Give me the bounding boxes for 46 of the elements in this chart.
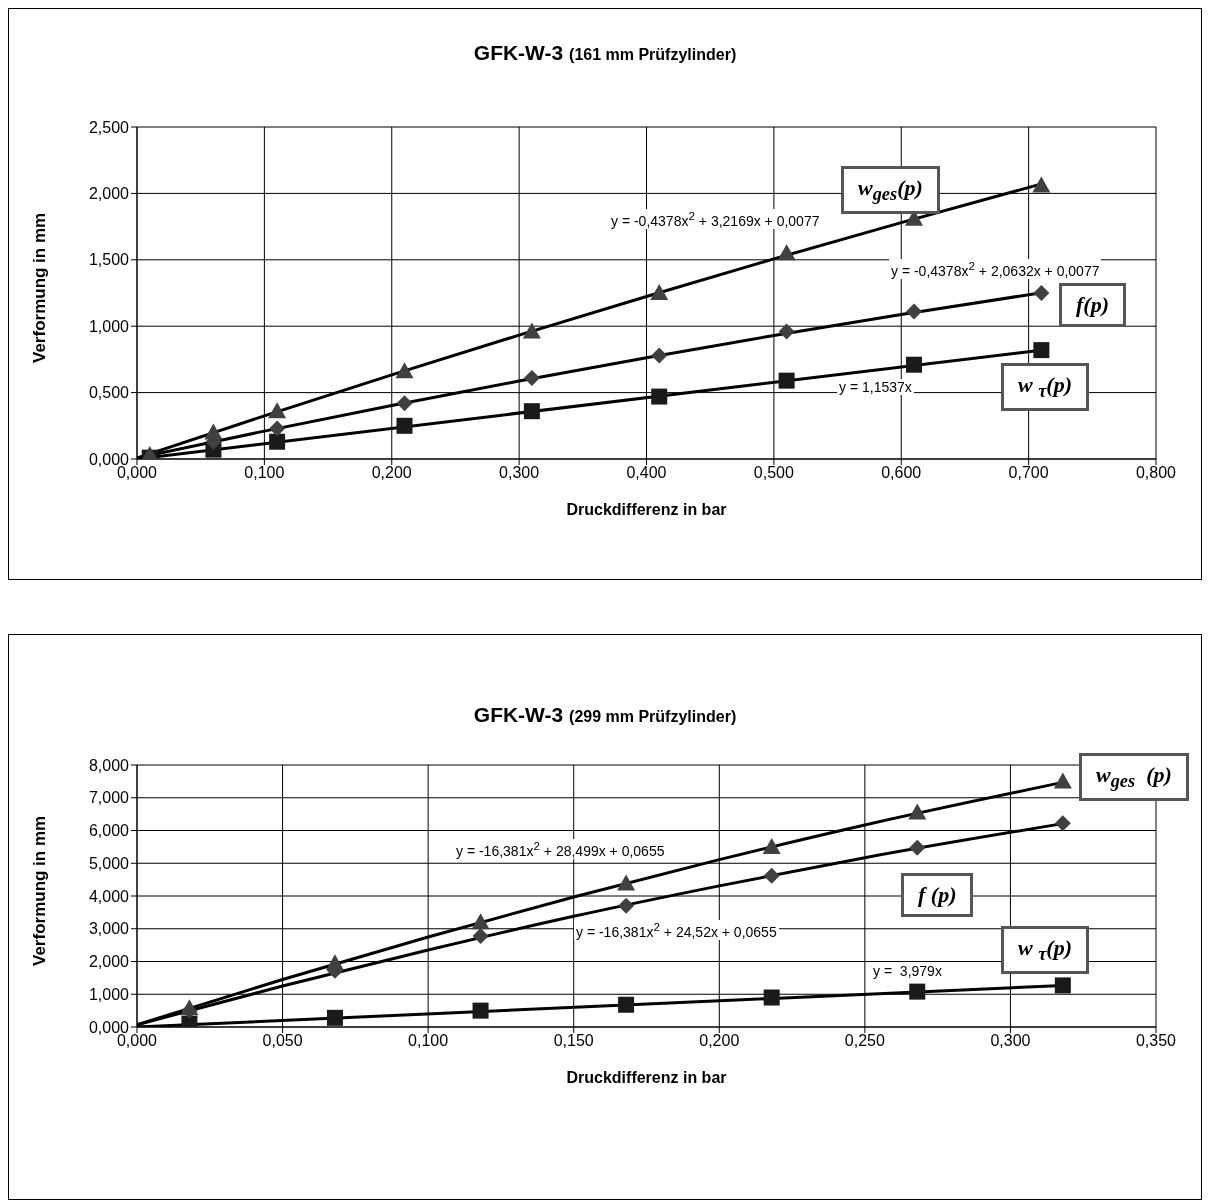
x-tick-label: 0,600 (881, 464, 922, 482)
x-tick-label: 0,200 (371, 464, 412, 482)
y-tick-label: 8,000 (88, 756, 130, 774)
series-label: f (p) (901, 873, 974, 917)
series-label: f(p) (1059, 283, 1126, 327)
series-label: y = -0,4378x$^{2}$ + 3,2169x + 0,0077 (609, 209, 822, 229)
x-tick-label: 0,800 (1135, 464, 1177, 482)
x-tick-label: 0,200 (699, 1032, 740, 1050)
chart-title: GFK-W-3 (299 mm Prüfzylinder) (472, 703, 738, 727)
x-tick-label: 0,400 (626, 464, 667, 482)
series-label: w$_{ges}$ (p) (1079, 753, 1189, 802)
x-tick-label: 0,700 (1008, 464, 1049, 482)
x-tick-label: 0,050 (262, 1032, 303, 1050)
y-tick-label: 7,000 (88, 789, 130, 807)
series-label: w $_{τ}$(p) (1001, 926, 1089, 975)
y-tick-label: 2,000 (88, 953, 130, 971)
text: y = -0,4378x$^{2}$ + 2,0632x + 0,0077 (889, 259, 1102, 279)
y-axis-title: Verformung in mm (30, 212, 50, 363)
x-tick-label: 0,100 (244, 464, 285, 482)
series-label: w $_{τ}$(p) (1001, 363, 1089, 412)
series-label: y = -16,381x$^{2}$ + 24,52x + 0,0655 (574, 920, 779, 940)
y-tick-label: 2,000 (88, 185, 130, 203)
x-tick-label: 0,350 (1135, 1032, 1177, 1050)
y-tick-label: 1,000 (88, 985, 130, 1003)
y-tick-label: 6,000 (88, 822, 130, 840)
y-tick-label: 2,500 (88, 118, 130, 136)
series-label: y = 3,979x (871, 963, 944, 979)
y-tick-label: 4,000 (88, 887, 130, 905)
x-axis-title: Druckdifferenz in bar (566, 1069, 727, 1086)
y-tick-label: 0,500 (88, 384, 130, 402)
x-tick-label: 0,150 (553, 1032, 594, 1050)
y-axis-title: Verformung in mm (30, 815, 50, 966)
x-tick-label: 0,100 (408, 1032, 449, 1050)
x-axis-title: Druckdifferenz in bar (566, 501, 727, 518)
series-label: y = -16,381x$^{2}$ + 28,499x + 0,0655 (454, 839, 667, 859)
y-tick-label: 3,000 (88, 920, 130, 938)
y-tick-label: 1,000 (88, 317, 130, 335)
series-label: y = 1,1537x (837, 379, 914, 395)
x-tick-label: 0,250 (844, 1032, 885, 1050)
y-tick-label: 5,000 (88, 854, 130, 872)
y-tick-label: 1,500 (88, 251, 130, 269)
series-label: w$_{ges}$(p) (841, 166, 940, 215)
x-tick-label: 0,300 (499, 464, 540, 482)
x-tick-label: 0,300 (990, 1032, 1031, 1050)
x-tick-label: 0,500 (753, 464, 794, 482)
chart-title: GFK-W-3 (161 mm Prüfzylinder) (472, 41, 738, 65)
